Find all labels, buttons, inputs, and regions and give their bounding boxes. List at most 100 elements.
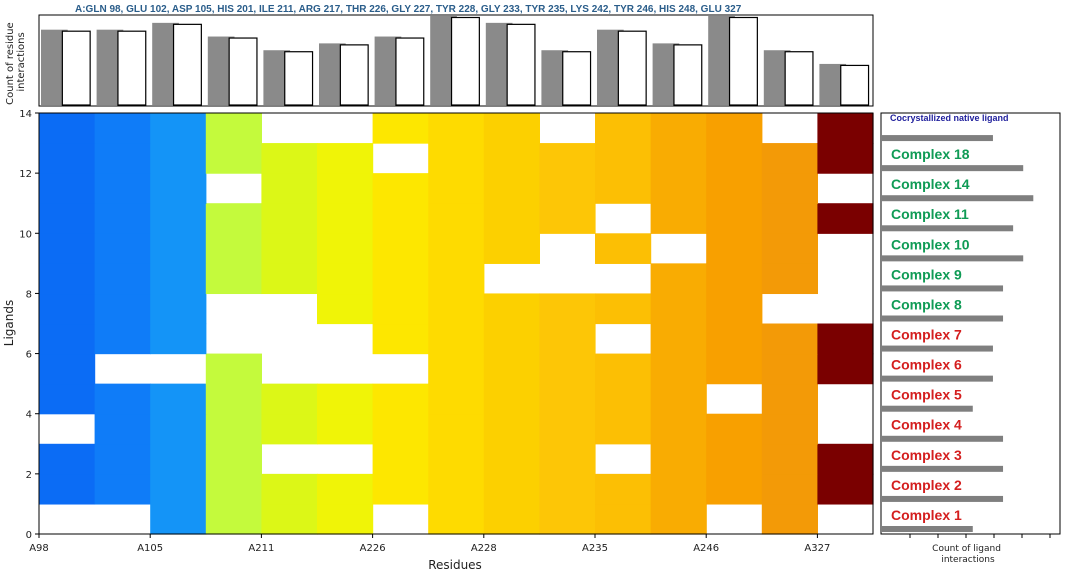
- heat-cell: [483, 323, 540, 355]
- heat-cell: [817, 143, 874, 174]
- heat-cell: [150, 473, 207, 505]
- heat-cell: [39, 263, 96, 295]
- x-tick-label: A327: [804, 543, 830, 554]
- top-panel-ylabel-line1: Count of residue: [5, 22, 16, 105]
- heat-cell: [539, 293, 596, 325]
- heat-cell: [595, 143, 652, 174]
- heat-cell: [428, 503, 485, 535]
- heat-cell: [39, 323, 96, 355]
- heat-cell: [761, 443, 818, 475]
- side-bar: [882, 435, 1004, 442]
- top-bar: [172, 23, 202, 106]
- heat-cell: [483, 203, 540, 234]
- heat-cell: [428, 143, 485, 174]
- heat-cell: [706, 263, 763, 295]
- heat-cell: [761, 323, 818, 355]
- y-tick-label: 10: [19, 229, 32, 240]
- side-label: Complex 14: [891, 176, 970, 192]
- heat-cell: [595, 353, 652, 385]
- y-axis-label: Ligands: [2, 300, 16, 346]
- heat-cell: [150, 413, 207, 445]
- heat-cell: [539, 353, 596, 385]
- heat-cell: [595, 503, 652, 535]
- x-tick-label: A226: [360, 543, 386, 554]
- heat-cell: [261, 233, 318, 264]
- heat-cell: [817, 353, 874, 385]
- x-tick-label: A235: [582, 543, 608, 554]
- side-bar: [882, 526, 973, 532]
- heat-cell: [706, 353, 763, 385]
- heat-cell: [706, 173, 763, 204]
- x-tick-label: A105: [137, 543, 163, 554]
- top-bar: [284, 51, 314, 106]
- heat-cell: [39, 443, 96, 475]
- heat-cell: [372, 443, 429, 475]
- side-bar: [882, 135, 993, 142]
- top-panel-ylabel: Count of residue interactions: [5, 19, 27, 105]
- side-panel-xlabel-line1: Count of ligand: [932, 544, 1001, 554]
- heat-cell: [539, 413, 596, 445]
- y-axis: 0 2 4 6 8 10 12 14: [19, 109, 39, 541]
- heat-cell: [483, 383, 540, 415]
- heat-cell: [483, 473, 540, 505]
- side-bar: [882, 345, 993, 352]
- side-bar: [882, 315, 1004, 322]
- heat-cell: [94, 173, 151, 204]
- heat-cell: [761, 503, 818, 535]
- heat-cell: [706, 443, 763, 475]
- heat-cell: [150, 113, 207, 144]
- heat-cell: [150, 263, 207, 295]
- heat-cell: [761, 263, 818, 295]
- heat-cell: [595, 173, 652, 204]
- heat-cell: [483, 293, 540, 325]
- heat-cell: [428, 413, 485, 445]
- heat-cell: [261, 203, 318, 234]
- x-tick-label: A98: [29, 543, 49, 554]
- side-label: Complex 10: [891, 236, 970, 252]
- heat-cell: [539, 473, 596, 505]
- heat-cell: [595, 293, 652, 325]
- side-bar: [882, 165, 1024, 172]
- heat-cell: [706, 113, 763, 144]
- top-bar: [506, 23, 536, 106]
- heat-cell: [428, 263, 485, 295]
- heat-cell: [94, 443, 151, 475]
- side-label: Complex 5: [891, 387, 962, 403]
- heat-cell: [539, 203, 596, 234]
- top-bars: [41, 16, 870, 106]
- heat-cell: [483, 413, 540, 445]
- heat-cell: [428, 173, 485, 204]
- heat-cell: [317, 473, 374, 505]
- heat-cell: [372, 233, 429, 264]
- heat-cell: [205, 503, 262, 535]
- heat-cell: [261, 263, 318, 295]
- side-label: Complex 1: [891, 507, 962, 523]
- heat-cell: [150, 503, 207, 535]
- heat-cell: [650, 503, 707, 535]
- heat-cell: [428, 383, 485, 415]
- heat-cell: [317, 143, 374, 174]
- side-bar: [882, 375, 993, 382]
- heat-cell: [483, 173, 540, 204]
- heat-cell: [650, 293, 707, 325]
- heat-cell: [94, 293, 151, 325]
- heat-cell: [372, 413, 429, 445]
- heat-cell: [761, 203, 818, 234]
- heat-cell: [706, 323, 763, 355]
- side-label: Complex 11: [891, 206, 969, 222]
- side-bar: [882, 285, 1004, 292]
- heat-cell: [94, 203, 151, 234]
- top-bar: [784, 51, 814, 106]
- y-tick-label: 2: [26, 470, 32, 481]
- heat-cell: [317, 413, 374, 445]
- heat-cell: [39, 383, 96, 415]
- side-bar: [882, 405, 973, 412]
- heat-cell: [205, 473, 262, 505]
- heat-cell: [317, 233, 374, 264]
- side-label: Complex 9: [891, 266, 962, 282]
- heat-cell: [761, 383, 818, 415]
- x-tick-label: A246: [693, 543, 719, 554]
- top-bar: [673, 44, 703, 106]
- side-label: Complex 4: [891, 417, 962, 433]
- heat-cell: [706, 143, 763, 174]
